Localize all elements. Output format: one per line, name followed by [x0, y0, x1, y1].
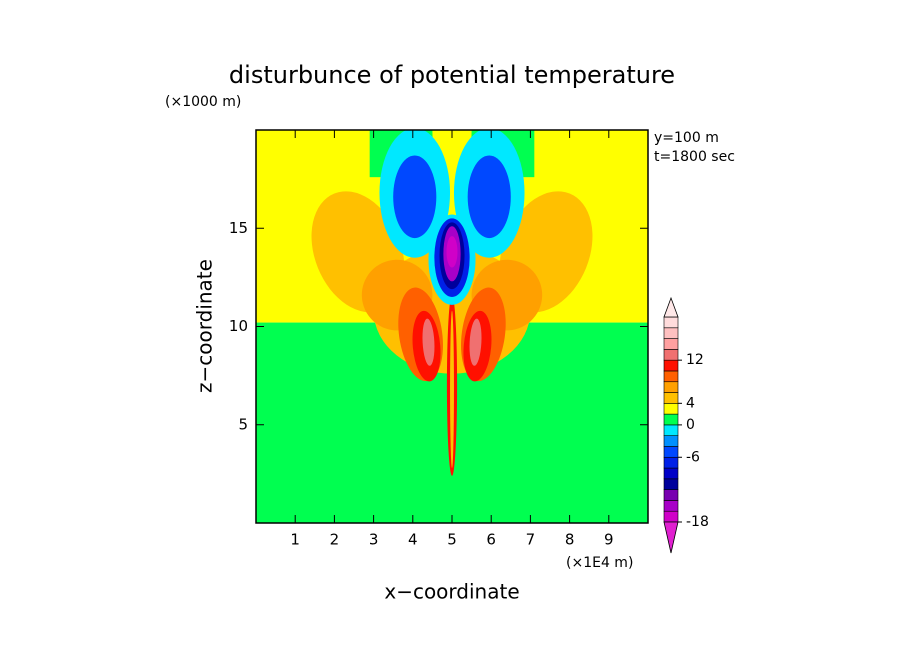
x-tick-label: 6 [486, 531, 496, 549]
colorbar-segment [663, 424, 679, 436]
contour-region [450, 310, 454, 468]
chart-title: disturbunce of potential temperature [229, 61, 675, 89]
colorbar-segment [663, 349, 679, 361]
y-axis-label: z−coordinate [193, 259, 217, 393]
colorbar-segment [663, 403, 679, 415]
contour-field [256, 130, 648, 523]
colorbar-under [663, 521, 679, 554]
annotation: y=100 m [654, 130, 719, 146]
y-tick-label: 5 [238, 415, 248, 433]
colorbar-segment [663, 489, 679, 501]
colorbar-segment [663, 327, 679, 339]
x-axis-label: x−coordinate [384, 580, 519, 604]
y-tick-label: 10 [229, 317, 248, 335]
x-tick-label: 5 [447, 531, 457, 549]
colorbar-tick-label: -6 [686, 449, 700, 465]
colorbar-segment [663, 435, 679, 447]
colorbar-tick-label: 4 [686, 395, 695, 411]
colorbar-segment [663, 413, 679, 426]
x-unit: (×1E4 m) [566, 555, 633, 571]
y-tick-label: 15 [229, 219, 248, 237]
colorbar-segment [663, 359, 679, 372]
x-tick-label: 4 [408, 531, 418, 549]
contour-region [469, 318, 482, 366]
colorbar-over [663, 296, 679, 318]
colorbar-tick-label: 0 [686, 417, 695, 433]
colorbar-segment [663, 446, 679, 458]
x-tick-label: 3 [369, 531, 379, 549]
contour-region [467, 155, 511, 239]
x-tick-label: 8 [565, 531, 575, 549]
colorbar-segment [663, 456, 679, 469]
x-tick-label: 9 [604, 531, 614, 549]
y-unit: (×1000 m) [165, 94, 241, 110]
colorbar-segment [663, 510, 679, 523]
colorbar-segment [663, 467, 679, 480]
contour-region [393, 155, 437, 239]
colorbar-tick-label: 12 [686, 352, 704, 368]
contour-region [446, 236, 458, 268]
contour-region [422, 318, 435, 366]
colorbar-segment [663, 338, 679, 350]
colorbar-segment [663, 381, 679, 393]
colorbar-segment [663, 478, 679, 490]
x-tick-label: 7 [526, 531, 536, 549]
x-tick-label: 1 [290, 531, 300, 549]
colorbar-segment [663, 500, 679, 512]
colorbar-segment [663, 392, 679, 404]
annotation: t=1800 sec [654, 149, 735, 165]
colorbar-segment [663, 316, 679, 329]
colorbar-tick-label: -18 [686, 514, 709, 530]
colorbar-segment [663, 370, 679, 383]
x-tick-label: 2 [330, 531, 340, 549]
